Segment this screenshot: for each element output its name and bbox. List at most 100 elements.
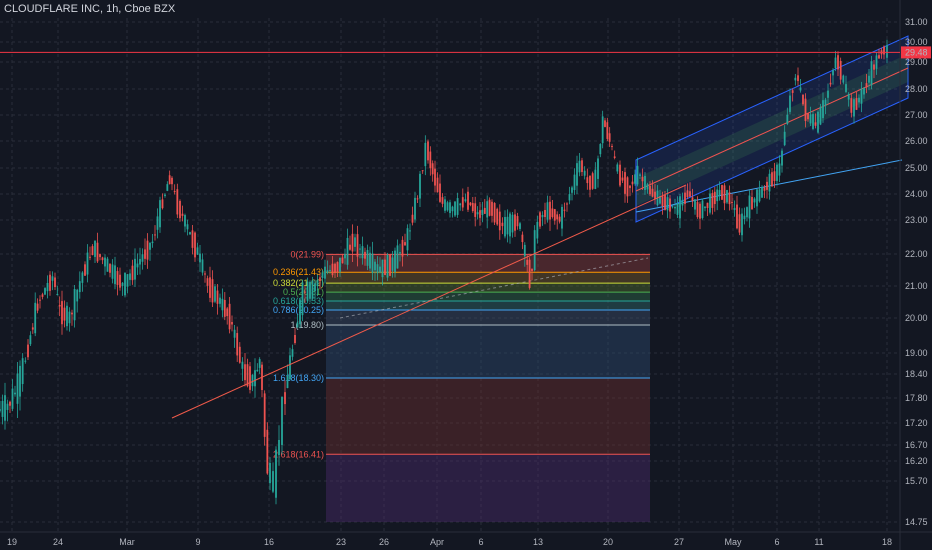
candle-body: [201, 259, 204, 273]
candle-body: [733, 207, 736, 211]
candle-body: [289, 355, 291, 380]
fib-zone: [326, 325, 650, 378]
candle-body: [334, 263, 336, 273]
candle-body: [521, 234, 524, 243]
candle-body: [886, 45, 888, 58]
candle-body: [154, 234, 156, 236]
candle-body: [629, 185, 631, 189]
candle-body: [832, 70, 834, 76]
candle-body: [56, 293, 59, 295]
candle-body: [736, 204, 738, 229]
candle-body: [139, 258, 141, 265]
candle-body: [29, 335, 32, 345]
candle-body: [341, 257, 344, 264]
trendlines[interactable]: [171, 184, 687, 419]
time-tick-label: 20: [603, 537, 613, 547]
price-tick-label: 23.00: [905, 215, 928, 225]
price-tick-label: 14.75: [905, 517, 928, 527]
candle-body: [659, 196, 661, 204]
candle-body: [469, 202, 472, 206]
candle-body: [839, 60, 842, 80]
candle-body: [301, 282, 304, 316]
candle-body: [176, 189, 179, 215]
time-tick-label: 13: [533, 537, 543, 547]
price-tick-label: 28.00: [905, 84, 928, 94]
candle-body: [226, 308, 229, 317]
candle-body: [804, 98, 807, 121]
candle-body: [546, 202, 549, 220]
candle-body: [786, 114, 789, 124]
candle-body: [863, 88, 865, 95]
candle-body: [106, 258, 109, 272]
candle-body: [241, 361, 244, 369]
candle-body: [76, 289, 79, 302]
candle-body: [706, 202, 709, 208]
candle-body: [294, 335, 296, 343]
candle-body: [233, 329, 236, 338]
candle-body: [71, 312, 73, 315]
fib-zone: [326, 283, 650, 293]
candles: [0, 39, 888, 505]
candle-body: [781, 150, 783, 166]
candle-body: [461, 197, 464, 208]
candle-body: [386, 254, 389, 278]
candle-body: [476, 212, 479, 215]
candle-body: [651, 188, 654, 197]
candle-body: [868, 75, 870, 83]
candle-body: [189, 232, 191, 235]
candle-body: [544, 210, 546, 217]
time-axis[interactable]: 19 24 Mar 9 16 23 26 Apr 6 13 20 27 May 6 11 18: [0, 531, 932, 547]
candle-body: [424, 142, 427, 167]
candle-body: [306, 281, 309, 301]
candle-body: [474, 203, 477, 217]
candle-body: [314, 283, 316, 292]
fib-level-label: 0.618(20.53): [273, 296, 324, 306]
candle-body: [104, 257, 106, 267]
candle-body: [164, 194, 166, 196]
candle-body: [36, 303, 39, 311]
fibonacci-extension[interactable]: 0(21.99) 0.236(21.43)0.382(21.09)0.5(20.8…: [273, 249, 650, 522]
candle-body: [486, 201, 489, 218]
candle-body: [743, 215, 746, 220]
candle-body: [91, 246, 94, 256]
candle-body: [789, 95, 791, 112]
candle-body: [661, 196, 664, 207]
candle-body: [272, 471, 274, 492]
candle-body: [126, 274, 129, 287]
candle-body: [709, 193, 711, 213]
candle-body: [726, 190, 728, 203]
candle-body: [329, 269, 331, 272]
candle-body: [847, 94, 850, 100]
candle-body: [299, 299, 301, 325]
time-tick-label: 16: [264, 537, 274, 547]
candle-body: [536, 221, 539, 239]
candle-body: [129, 273, 131, 280]
candle-body: [827, 90, 829, 98]
candle-body: [498, 211, 501, 231]
candle-body: [311, 280, 314, 299]
candle-body: [24, 360, 27, 362]
candle-body: [807, 113, 809, 120]
candle-body: [467, 191, 469, 210]
candle-body: [566, 203, 568, 205]
candle-body: [111, 264, 114, 279]
candle-body: [46, 282, 49, 292]
candle-body: [269, 463, 271, 484]
candle-body: [296, 322, 299, 328]
candle-body: [81, 272, 84, 283]
candle-body: [136, 263, 139, 268]
candle-body: [284, 392, 286, 405]
candle-body: [204, 273, 206, 275]
time-tick-label: 24: [53, 537, 63, 547]
candle-body: [636, 165, 639, 185]
candle-body: [842, 75, 845, 83]
candle-body: [449, 202, 451, 214]
candle-body: [608, 133, 611, 142]
candle-body: [216, 290, 219, 304]
candle-body: [506, 216, 509, 235]
price-axis[interactable]: 31.00 30.00 29.00 28.00 27.00 26.00 25.00 24.00…: [899, 0, 928, 550]
candle-body: [364, 251, 366, 259]
candle-body: [516, 216, 519, 227]
